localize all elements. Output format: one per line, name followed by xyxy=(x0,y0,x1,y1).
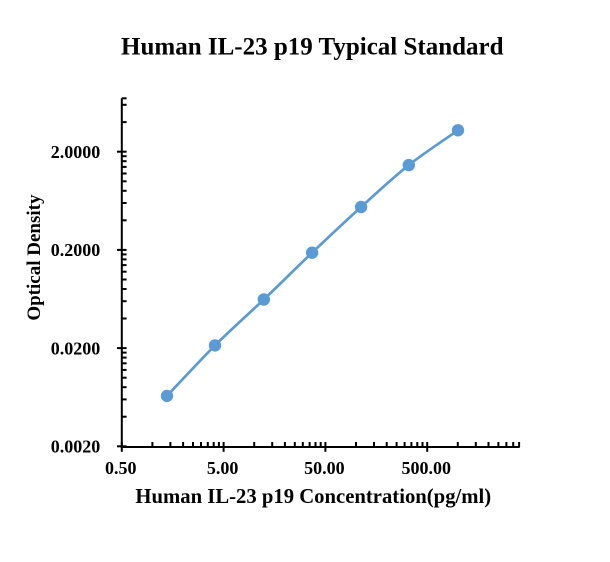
svg-text:50.00: 50.00 xyxy=(304,458,345,478)
svg-text:Human IL-23 p19 Typical Standa: Human IL-23 p19 Typical Standard xyxy=(121,34,504,61)
svg-text:Human IL-23 p19 Concentration(: Human IL-23 p19 Concentration(pg/ml) xyxy=(135,486,491,508)
svg-text:0.2000: 0.2000 xyxy=(51,240,101,260)
svg-text:5.00: 5.00 xyxy=(207,458,239,478)
svg-text:0.0200: 0.0200 xyxy=(51,338,101,358)
svg-text:0.50: 0.50 xyxy=(105,458,137,478)
svg-text:500.00: 500.00 xyxy=(401,458,451,478)
svg-text:Optical Density: Optical Density xyxy=(24,194,45,321)
svg-text:2.0000: 2.0000 xyxy=(51,142,101,162)
svg-text:0.0020: 0.0020 xyxy=(51,437,101,457)
